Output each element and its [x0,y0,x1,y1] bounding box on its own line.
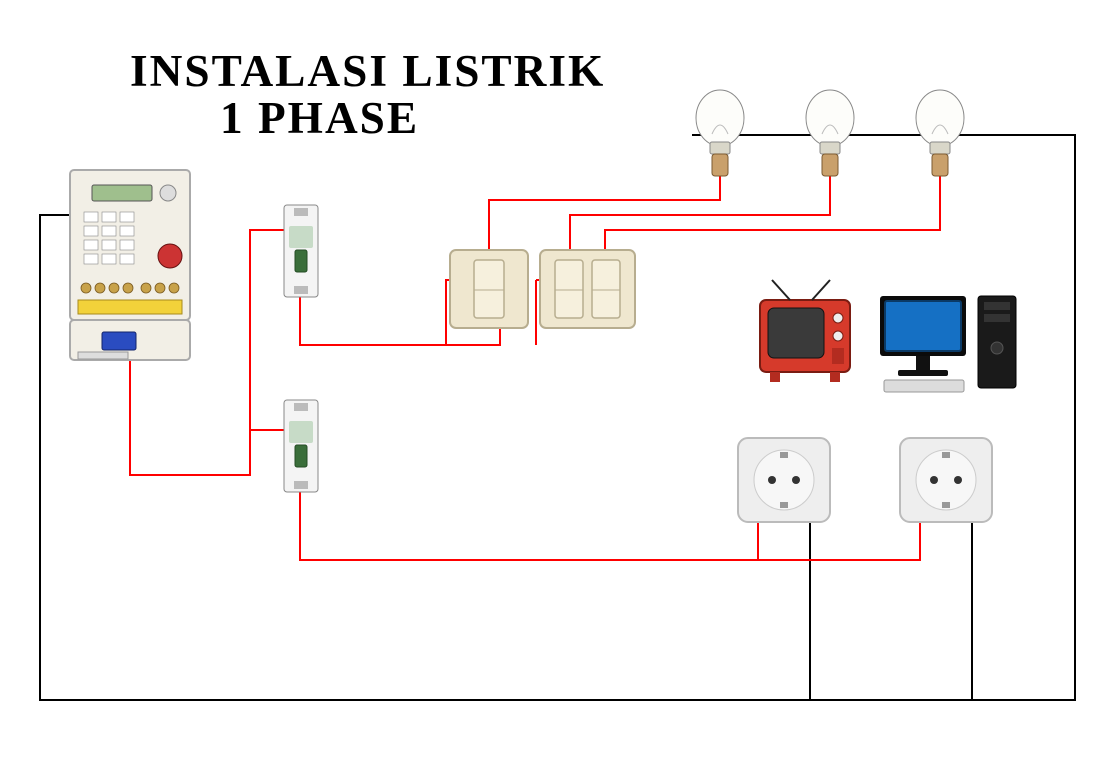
wall-switch-single [450,250,528,328]
desktop-pc-icon [880,296,1016,392]
mcb-outlets [284,400,318,492]
power-outlet-2 [900,438,992,522]
power-outlet-1 [738,438,830,522]
diagram-stage: { "title": { "line1": "INSTALASI LISTRIK… [0,0,1112,768]
light-bulb-1 [696,90,744,176]
components-layer [0,0,1112,768]
kwh-meter [70,170,190,360]
light-bulb-3 [916,90,964,176]
tv-icon [760,280,850,382]
light-bulb-2 [806,90,854,176]
wall-switch-double [540,250,635,328]
mcb-lighting [284,205,318,297]
